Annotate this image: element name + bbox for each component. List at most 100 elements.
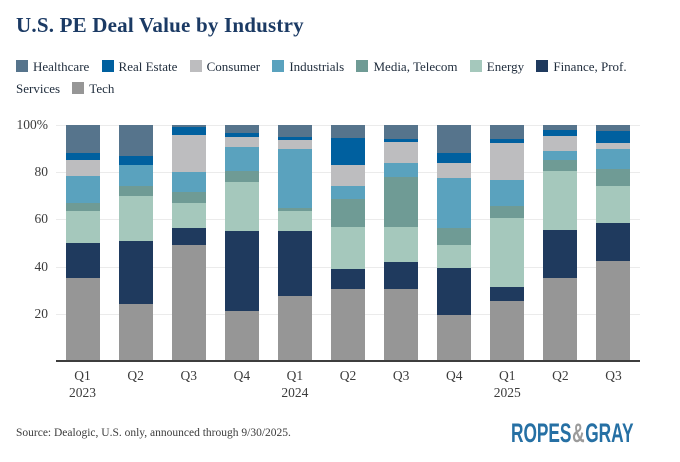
segment-energy (543, 171, 578, 231)
segment-finance-prof-services (224, 231, 259, 312)
y-tick-40: 40 (34, 258, 49, 274)
x-axis-line (56, 360, 640, 362)
segment-tech (331, 289, 366, 361)
x-tick-q1-2023: Q1 2023 (56, 367, 109, 401)
segment-industrials (437, 178, 472, 228)
segment-healthcare (437, 125, 472, 154)
segment-tech (65, 278, 100, 361)
y-tick-100: 100% (16, 117, 49, 132)
legend-label-consumer: Consumer (206, 59, 261, 74)
x-tick-quarter: Q4 (233, 368, 251, 383)
segment-tech (437, 314, 472, 361)
bar-slot-q2-2023 (109, 125, 162, 361)
segment-media-telecom (277, 207, 312, 212)
segment-finance-prof-services (118, 240, 153, 305)
stacked-bar-q1-2024 (277, 125, 312, 361)
legend-label-industrials: Industrials (289, 59, 345, 74)
segment-media-telecom (437, 227, 472, 246)
logo-ampersand: & (572, 418, 586, 448)
segment-consumer (65, 160, 100, 176)
segment-consumer (331, 165, 366, 187)
segment-finance-prof-services (384, 261, 419, 290)
legend-swatch-healthcare (16, 60, 28, 72)
segment-finance-prof-services (490, 286, 525, 301)
x-tick-q3-2025: Q3 (587, 367, 640, 401)
bar-slot-q3-2024 (375, 125, 428, 361)
legend-label-energy: Energy (486, 59, 525, 74)
x-tick-quarter: Q3 (605, 368, 622, 383)
legend-swatch-finance-prof-services (536, 60, 549, 72)
legend-item-media-telecom: Media, Telecom (356, 59, 458, 74)
segment-finance-prof-services (543, 230, 578, 279)
segment-consumer (224, 136, 259, 148)
legend-label-healthcare: Healthcare (33, 59, 90, 74)
segment-finance-prof-services (65, 243, 100, 279)
segment-healthcare (224, 125, 259, 134)
x-tick-year: 2023 (69, 385, 97, 400)
stacked-bar-q2-2025 (543, 125, 578, 361)
stacked-bar-q3-2023 (171, 125, 206, 361)
x-axis: Q1 2023 Q2 Q3 Q4 Q1 2024 Q2 Q3 Q4 Q1 2025 Q2 Q3 (56, 367, 640, 401)
x-tick-year: 2025 (493, 385, 521, 400)
segment-industrials (384, 162, 419, 177)
x-tick-q4-2023: Q4 (215, 367, 268, 401)
bar-slot-q2-2024 (321, 125, 374, 361)
y-tick-20: 20 (34, 305, 49, 321)
segment-industrials (331, 186, 366, 200)
bar-slot-q3-2023 (162, 125, 215, 361)
x-tick-q1-2025: Q1 2025 (481, 367, 534, 401)
legend-item-consumer: Consumer (189, 59, 261, 74)
segment-tech (224, 311, 259, 361)
segment-real-estate (118, 155, 153, 166)
segment-media-telecom (543, 160, 578, 172)
bars-container (56, 125, 640, 361)
segment-real-estate (65, 153, 100, 161)
stacked-bar-q3-2024 (384, 125, 419, 361)
segment-energy (490, 218, 525, 287)
segment-energy (277, 211, 312, 232)
legend-swatch-media-telecom (356, 60, 369, 72)
legend-item-finance-prof-services: Finance, Prof. Services (16, 59, 627, 96)
segment-media-telecom (384, 176, 419, 227)
y-axis: 100% 80 60 40 20 (0, 117, 49, 361)
x-tick-q4-2024: Q4 (428, 367, 481, 401)
legend: Healthcare Real Estate Consumer Industri… (16, 56, 672, 100)
chart-title: U.S. PE Deal Value by Industry (16, 13, 304, 37)
x-tick-quarter: Q1 (499, 368, 516, 383)
segment-media-telecom (490, 206, 525, 219)
segment-real-estate (437, 153, 472, 163)
segment-energy (331, 226, 366, 269)
segment-finance-prof-services (277, 231, 312, 297)
segment-tech (490, 300, 525, 361)
x-tick-quarter: Q2 (127, 368, 144, 383)
segment-energy (437, 245, 472, 268)
segment-industrials (596, 148, 631, 169)
segment-consumer (171, 134, 206, 173)
legend-swatch-consumer (189, 60, 202, 72)
segment-industrials (65, 175, 100, 203)
y-tick-80: 80 (34, 164, 49, 180)
stacked-bar-q1-2025 (490, 125, 525, 361)
segment-industrials (277, 148, 312, 208)
y-tick-60: 60 (34, 211, 49, 227)
legend-label-finance-prof-services: Finance, Prof. Services (16, 59, 627, 96)
legend-item-healthcare: Healthcare (16, 59, 89, 74)
bar-slot-q4-2023 (215, 125, 268, 361)
segment-tech (171, 245, 206, 361)
segment-real-estate (331, 138, 366, 166)
legend-swatch-energy (469, 60, 482, 72)
x-tick-q3-2023: Q3 (162, 367, 215, 401)
legend-label-media-telecom: Media, Telecom (373, 59, 458, 74)
segment-finance-prof-services (596, 222, 631, 261)
x-tick-q2-2024: Q2 (321, 367, 374, 401)
segment-healthcare (65, 125, 100, 154)
segment-real-estate (543, 129, 578, 136)
segment-healthcare (543, 125, 578, 130)
x-tick-year: 2024 (281, 385, 309, 400)
segment-healthcare (596, 125, 631, 131)
x-tick-q3-2024: Q3 (375, 367, 428, 401)
legend-label-real-estate: Real Estate (118, 59, 178, 74)
segment-tech (277, 296, 312, 361)
segment-media-telecom (65, 202, 100, 212)
segment-energy (224, 181, 259, 232)
